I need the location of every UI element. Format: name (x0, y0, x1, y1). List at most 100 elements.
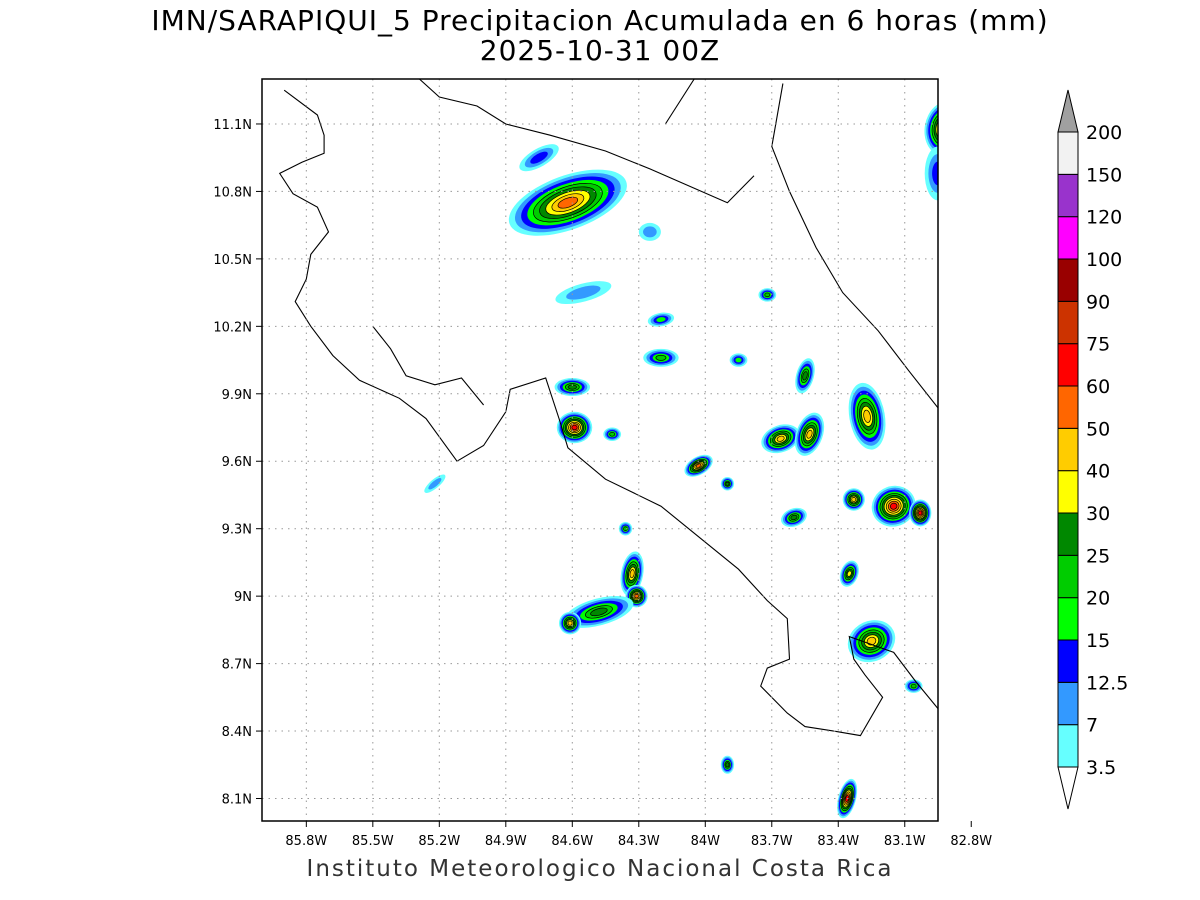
rain-contour-level (970, 728, 981, 742)
y-tick-label: 9N (234, 590, 252, 605)
rain-contour-level (910, 683, 917, 689)
rain-contour-level (1008, 684, 1031, 711)
colorbar-label: 120 (1086, 207, 1122, 229)
colorbar-box (1057, 512, 1079, 556)
rain-contour-level (984, 96, 994, 107)
rain-contour-level (530, 151, 548, 164)
y-tick-label: 8.1N (222, 793, 252, 808)
rain-cell (720, 476, 735, 491)
rain-cell (839, 560, 859, 587)
rain-contour-level (953, 533, 964, 547)
rain-contour-level (979, 312, 985, 318)
rain-cell (795, 358, 815, 394)
rain-contour-level (1008, 560, 1023, 588)
rain-contour-level (735, 357, 742, 363)
rain-contour-level (609, 431, 616, 437)
rain-contour-level (1007, 682, 1034, 713)
rain-contour-level (890, 502, 898, 510)
rain-contour-level (933, 113, 938, 143)
rain-contour-level (790, 514, 798, 521)
rain-cell (848, 382, 886, 450)
rain-contour-level (976, 308, 989, 321)
rain-cell (758, 288, 777, 302)
rain-cell (842, 488, 865, 511)
colorbar-box (1057, 554, 1079, 599)
rain-contour-level (936, 511, 979, 568)
rain-contour-level (1005, 644, 1021, 660)
rain-contour-level (1017, 694, 1023, 701)
rain-contour-level (725, 481, 730, 486)
rain-cell (847, 620, 896, 663)
colorbar-label: 50 (1086, 418, 1110, 440)
rain-contour-level (943, 520, 973, 560)
colorbar-label: 200 (1086, 122, 1122, 144)
rain-cell (556, 411, 593, 444)
rain-contour-level (968, 726, 983, 744)
x-tick-label: 83.4W (817, 834, 859, 849)
rain-contour-level (557, 196, 579, 209)
rain-contour-level (990, 649, 998, 656)
rain-cell (643, 348, 679, 367)
y-tick-label: 8.7N (222, 658, 252, 673)
rain-cell (781, 507, 807, 528)
rain-contour-level (776, 435, 785, 442)
coastline (419, 79, 755, 204)
rain-cell (909, 499, 932, 527)
rain-contour-level (982, 95, 995, 108)
rain-contour-level (1002, 548, 1029, 600)
colorbar-box (1057, 216, 1079, 260)
colorbar-box (1057, 385, 1079, 429)
rain-cell (564, 595, 634, 628)
map-grid (262, 79, 938, 821)
colorbar-label: 60 (1086, 376, 1110, 398)
colorbar-box (1057, 681, 1079, 726)
x-tick-label: 85.5W (352, 834, 394, 849)
rain-contour-level (937, 119, 938, 138)
rain-contour-level (1015, 692, 1024, 703)
rain-cell (924, 146, 938, 201)
rain-contour-level (978, 311, 987, 320)
rain-cell (424, 474, 446, 493)
colorbar-label: 12.5 (1086, 672, 1128, 694)
rain-contour-level (655, 354, 667, 361)
rain-cell (998, 540, 1033, 607)
rain-contour-level (1007, 646, 1019, 658)
colorbar-box (1057, 470, 1079, 514)
y-tick-label: 10.8N (213, 185, 252, 200)
map-frame (261, 78, 939, 822)
colorbar-box (1057, 300, 1079, 345)
rain-contour-level (932, 161, 938, 186)
latitude-ticks: 8.1N 8.4N 8.7N 9N 9.3N 9.6N 9.9N 10.2N 10.5N 10.8… (213, 118, 262, 808)
rain-contour-level (973, 732, 978, 738)
colorbar-box (1057, 427, 1079, 472)
rain-cell (647, 312, 675, 327)
coastline (833, 635, 938, 817)
rain-cell (519, 144, 559, 172)
colorbar-label: 3.5 (1086, 757, 1116, 779)
rain-contour-level (566, 285, 601, 300)
rain-contour-level (940, 516, 977, 564)
chart-title: IMN/SARAPIQUI_5 Precipitacion Acumulada … (151, 4, 1049, 37)
colorbar-label: 7 (1086, 715, 1098, 737)
colorbar-box (1057, 131, 1079, 175)
y-tick-label: 10.5N (213, 253, 252, 268)
coastlines (278, 79, 938, 817)
x-tick-label: 83.7W (751, 834, 793, 849)
rain-cell (794, 412, 825, 456)
rain-contour-level (1010, 563, 1021, 583)
rain-contour-level (846, 570, 852, 577)
rain-contour-level (1004, 643, 1022, 661)
rain-contour-level (1004, 552, 1027, 596)
y-tick-label: 9.3N (222, 523, 252, 538)
rain-cell (1004, 643, 1022, 661)
rain-contour-level (946, 524, 970, 555)
rain-cell (603, 427, 622, 442)
x-tick-label: 82.8W (950, 834, 992, 849)
rain-contour-level (428, 478, 442, 490)
colorbar-box (1057, 343, 1079, 387)
x-tick-label: 84.9W (485, 834, 527, 849)
rain-contour-level (1014, 690, 1027, 705)
rain-cell (978, 639, 1009, 666)
rain-contour-level (972, 730, 980, 740)
rain-contour-level (983, 643, 1005, 662)
